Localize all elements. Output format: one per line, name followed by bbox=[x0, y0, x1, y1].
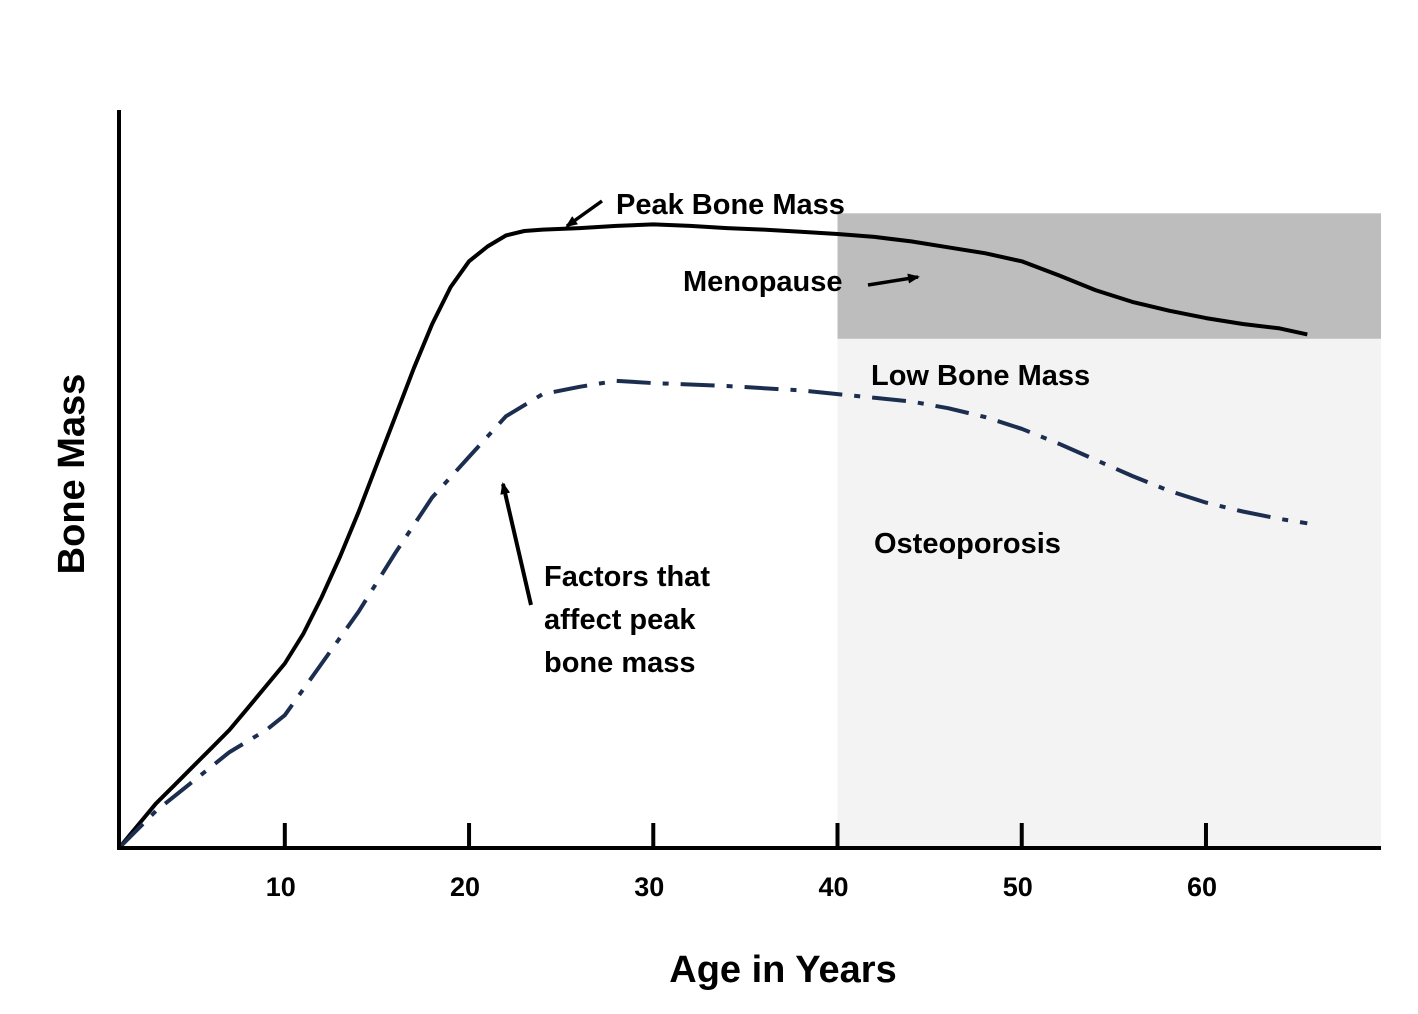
x-tick-label: 40 bbox=[818, 872, 848, 902]
osteoporosis-zone bbox=[837, 338, 1381, 848]
peak-bone-mass-label: Peak Bone Mass bbox=[616, 189, 845, 221]
menopause-label: Menopause bbox=[683, 266, 843, 298]
x-tick-label: 30 bbox=[634, 872, 664, 902]
x-tick-label: 20 bbox=[450, 872, 480, 902]
x-axis-title: Age in Years bbox=[669, 949, 896, 991]
low-bone-mass-zone bbox=[837, 213, 1381, 339]
osteoporosis-label: Osteoporosis bbox=[874, 528, 1061, 560]
y-axis-title: Bone Mass bbox=[51, 374, 93, 575]
x-tick-label: 50 bbox=[1003, 872, 1033, 902]
peak-bone-mass-arrow bbox=[565, 199, 604, 228]
factors-label-line-3: bone mass bbox=[544, 647, 696, 679]
factors-label-line-2: affect peak bbox=[544, 604, 696, 636]
series-line-dash-dot bbox=[117, 378, 1308, 850]
x-tick-label: 60 bbox=[1187, 872, 1217, 902]
series-line-solid bbox=[117, 222, 1308, 850]
factors-arrow bbox=[500, 482, 533, 606]
x-tick-label: 10 bbox=[266, 872, 296, 902]
factors-label-line-1: Factors that bbox=[544, 561, 710, 593]
menopause-arrow bbox=[867, 273, 920, 287]
low-bone-mass-label: Low Bone Mass bbox=[871, 360, 1090, 392]
